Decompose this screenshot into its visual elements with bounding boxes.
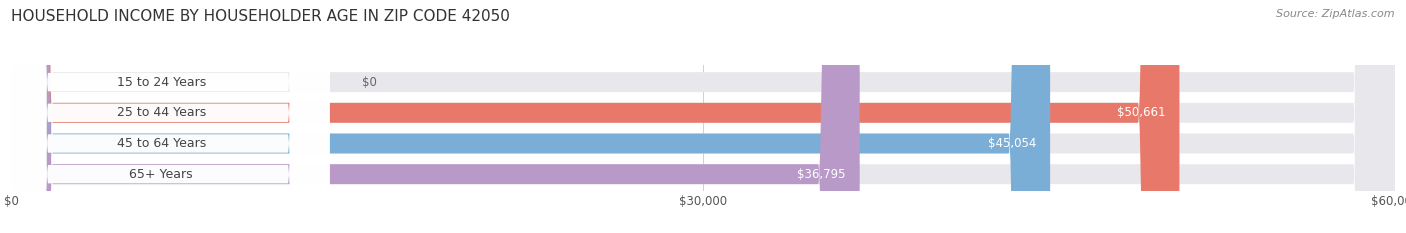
Text: $0: $0: [361, 76, 377, 89]
Text: $36,795: $36,795: [797, 168, 846, 181]
Text: 15 to 24 Years: 15 to 24 Years: [117, 76, 205, 89]
Text: $50,661: $50,661: [1118, 106, 1166, 119]
FancyBboxPatch shape: [11, 0, 1395, 233]
FancyBboxPatch shape: [11, 0, 1180, 233]
FancyBboxPatch shape: [11, 0, 1050, 233]
FancyBboxPatch shape: [11, 0, 1395, 233]
Text: $45,054: $45,054: [988, 137, 1036, 150]
FancyBboxPatch shape: [7, 0, 329, 233]
Text: Source: ZipAtlas.com: Source: ZipAtlas.com: [1277, 9, 1395, 19]
FancyBboxPatch shape: [11, 0, 1395, 233]
FancyBboxPatch shape: [7, 0, 329, 233]
Text: 25 to 44 Years: 25 to 44 Years: [117, 106, 205, 119]
Text: 45 to 64 Years: 45 to 64 Years: [117, 137, 205, 150]
FancyBboxPatch shape: [7, 0, 329, 233]
FancyBboxPatch shape: [7, 0, 329, 233]
FancyBboxPatch shape: [11, 0, 859, 233]
Text: HOUSEHOLD INCOME BY HOUSEHOLDER AGE IN ZIP CODE 42050: HOUSEHOLD INCOME BY HOUSEHOLDER AGE IN Z…: [11, 9, 510, 24]
FancyBboxPatch shape: [11, 0, 1395, 233]
Text: 65+ Years: 65+ Years: [129, 168, 193, 181]
